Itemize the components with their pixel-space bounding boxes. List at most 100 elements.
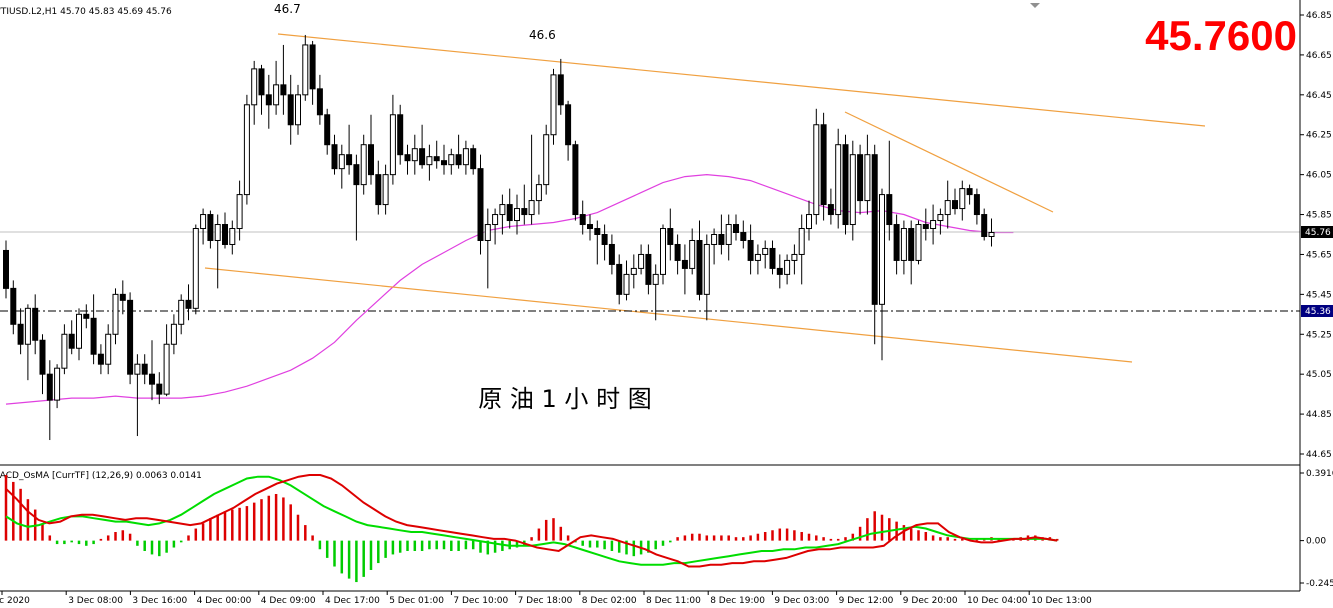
- candle-up: [448, 154, 455, 166]
- osma-tick-label: 0.3916: [1306, 469, 1333, 479]
- candle-down: [316, 88, 323, 116]
- candle-down: [521, 208, 528, 216]
- candle-down: [506, 204, 513, 222]
- candle-down: [966, 188, 973, 196]
- time-tick-label: 8 Dec 02:00: [582, 596, 637, 606]
- osma-axis: 0.3916 0.00 -0.2454: [1300, 469, 1333, 589]
- candle-up: [24, 307, 31, 345]
- candle-down: [346, 154, 353, 166]
- candle-down: [222, 224, 228, 245]
- candle-down: [594, 228, 601, 236]
- candle-down: [587, 224, 593, 230]
- candle-down: [97, 353, 104, 365]
- candle-down: [952, 200, 958, 210]
- candle-up: [236, 194, 243, 230]
- time-tick-label: 3 Dec 16:00: [132, 596, 187, 606]
- candle-down: [149, 373, 155, 385]
- price-tick-label: 46.25: [1306, 131, 1332, 141]
- price-tick-label: 46.65: [1306, 51, 1332, 61]
- candle-down: [68, 333, 75, 349]
- candle-up: [791, 253, 798, 261]
- candle-down: [601, 234, 608, 245]
- candle-up: [134, 363, 141, 375]
- candle-down: [331, 144, 338, 170]
- candle-up: [192, 228, 199, 309]
- osma-lines: [5, 474, 1058, 568]
- candle-down: [674, 243, 681, 261]
- candle-up: [630, 267, 637, 275]
- osma-tick-label: -0.2454: [1306, 579, 1333, 589]
- candle-down: [572, 144, 579, 216]
- time-tick-label: 8 Dec 11:00: [646, 596, 701, 606]
- candlesticks: [3, 34, 995, 441]
- candle-down: [324, 114, 331, 146]
- candle-up: [200, 214, 207, 230]
- candle-up: [550, 74, 557, 136]
- candle-up: [528, 200, 535, 216]
- candle-down: [579, 214, 586, 226]
- candle-up: [959, 188, 966, 210]
- candle-up: [879, 194, 885, 305]
- candle-down: [776, 267, 783, 275]
- candle-down: [368, 144, 374, 176]
- candle-up: [849, 154, 856, 226]
- time-tick-label: 10 Dec 13:00: [1031, 596, 1092, 606]
- candle-down: [893, 224, 900, 261]
- candle-down: [207, 214, 214, 241]
- candle-down: [10, 287, 17, 325]
- candle-down: [17, 323, 24, 345]
- candle-up: [178, 299, 185, 325]
- candle-down: [3, 249, 9, 289]
- time-tick-label: 9 Dec 12:00: [839, 596, 894, 606]
- candle-down: [141, 363, 148, 375]
- time-tick-label: 7 Dec 18:00: [518, 596, 573, 606]
- candle-up: [535, 184, 542, 202]
- candle-down: [733, 224, 739, 234]
- candle-up: [273, 84, 280, 106]
- candle-up: [660, 228, 666, 275]
- candle-down: [90, 317, 97, 355]
- candle-down: [857, 154, 864, 202]
- chart-caption: 原 油 1 小 时 图: [478, 385, 651, 413]
- candle-down: [827, 204, 834, 216]
- peak-label-2: 46.6: [529, 28, 556, 42]
- price-pane: WTIUSD.L2,H1 45.70 45.83 45.69 45.76 46.…: [0, 0, 1333, 462]
- candle-down: [608, 243, 615, 265]
- candle-down: [455, 154, 462, 166]
- time-tick-label: 3 Dec 08:00: [68, 596, 123, 606]
- candle-up: [806, 214, 812, 230]
- candle-down: [375, 174, 382, 206]
- candle-up: [76, 313, 82, 349]
- candle-up: [499, 204, 506, 216]
- trend-channel-lines: [204, 33, 1206, 363]
- candle-down: [156, 383, 163, 395]
- support-price-tag: 45.36: [1305, 307, 1331, 317]
- candle-up: [251, 68, 258, 106]
- time-tick-label: 2 Dec 2020: [0, 596, 30, 606]
- channel-lower-line: [204, 267, 1133, 363]
- candle-down: [127, 299, 134, 375]
- candle-up: [864, 154, 871, 202]
- candle-up: [514, 208, 520, 222]
- candle-up: [652, 273, 659, 285]
- candle-down: [565, 104, 572, 146]
- scroll-marker-icon[interactable]: [1030, 3, 1040, 8]
- time-tick-label: 9 Dec 20:00: [903, 596, 958, 606]
- price-tick-label: 44.85: [1306, 410, 1332, 420]
- candle-up: [338, 154, 345, 170]
- price-tick-label: 45.85: [1306, 211, 1332, 221]
- candle-down: [83, 313, 90, 319]
- channel-upper-line: [277, 33, 1206, 127]
- candle-up: [105, 333, 112, 365]
- current-price-tag-box: [1301, 226, 1333, 238]
- candle-up: [798, 228, 805, 255]
- price-tick-label: 45.45: [1306, 290, 1332, 300]
- candle-down: [477, 168, 484, 241]
- candle-up: [930, 220, 937, 230]
- candle-up: [623, 273, 630, 295]
- candle-up: [835, 144, 842, 216]
- candle-up: [689, 239, 696, 269]
- candle-up: [784, 259, 791, 275]
- candle-up: [944, 200, 951, 216]
